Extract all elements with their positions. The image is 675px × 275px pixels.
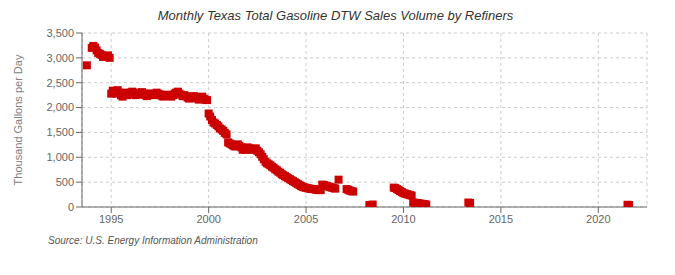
svg-text:0: 0 bbox=[68, 201, 74, 213]
svg-text:2010: 2010 bbox=[391, 213, 415, 225]
svg-text:2,500: 2,500 bbox=[46, 77, 74, 89]
svg-text:1,500: 1,500 bbox=[46, 126, 74, 138]
svg-text:2005: 2005 bbox=[294, 213, 318, 225]
svg-text:1,000: 1,000 bbox=[46, 151, 74, 163]
svg-text:2020: 2020 bbox=[586, 213, 610, 225]
svg-text:1995: 1995 bbox=[99, 213, 123, 225]
svg-text:2000: 2000 bbox=[196, 213, 220, 225]
svg-text:500: 500 bbox=[56, 176, 74, 188]
html-text:Monthly Texas Total Gasoline D: Monthly Texas Total Gasoline DTW Sales V… bbox=[157, 8, 514, 23]
svg-text:3,000: 3,000 bbox=[46, 52, 74, 64]
svg-text:Thousand Gallons per Day: Thousand Gallons per Day bbox=[12, 54, 24, 185]
svg-text:2,000: 2,000 bbox=[46, 101, 74, 113]
html-text:Source: U.S. Energy Informatio: Source: U.S. Energy Information Administ… bbox=[48, 235, 258, 246]
svg-text:2015: 2015 bbox=[489, 213, 513, 225]
svg-text:3,500: 3,500 bbox=[46, 27, 74, 39]
